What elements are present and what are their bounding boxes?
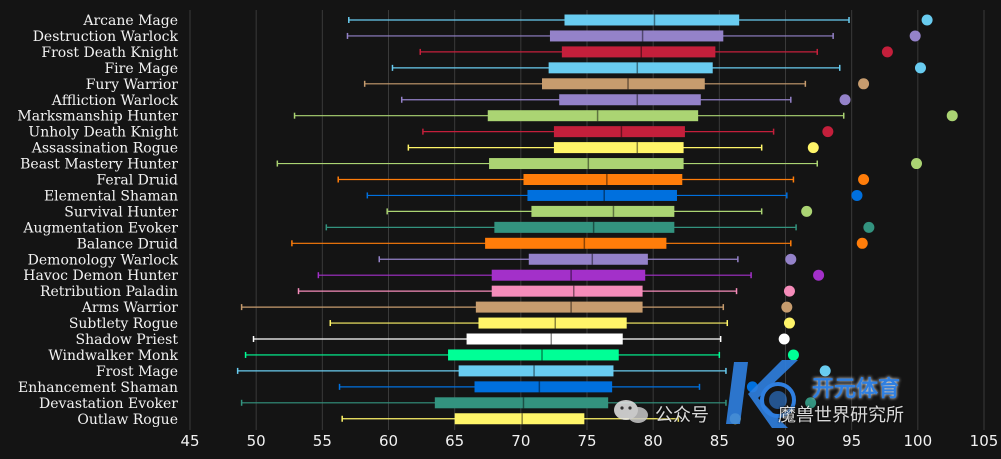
iqr-box (475, 301, 643, 313)
iqr-box (448, 349, 619, 361)
spec-label: Shadow Priest (76, 332, 179, 348)
max-dot (819, 365, 831, 377)
x-tick-label: 85 (710, 432, 729, 450)
spec-label: Arcane Mage (82, 13, 178, 29)
spec-label: Havoc Demon Hunter (23, 268, 178, 284)
spec-label: Retribution Paladin (40, 284, 178, 300)
x-tick-label: 70 (511, 432, 530, 450)
spec-label: Enhancement Shaman (18, 380, 178, 396)
spec-label: Balance Druid (77, 236, 178, 252)
x-tick-label: 50 (247, 432, 266, 450)
spec-label: Assassination Rogue (31, 141, 178, 157)
max-dot (911, 158, 923, 170)
x-tick-label: 65 (445, 432, 464, 450)
max-dot (805, 397, 817, 409)
max-dot (863, 221, 875, 233)
max-dot-layer (729, 14, 958, 425)
max-dot (914, 62, 926, 74)
iqr-box (564, 14, 740, 26)
spec-label: Devastation Evoker (39, 396, 178, 412)
iqr-box (549, 30, 724, 42)
watermark-brand-text: 开元体育 (812, 377, 901, 402)
iqr-box (559, 94, 701, 106)
iqr-box (528, 253, 648, 265)
iqr-box (531, 205, 675, 217)
max-dot (856, 237, 868, 249)
iqr-box (494, 221, 675, 233)
max-dot (921, 14, 933, 26)
x-tick-label: 95 (842, 432, 861, 450)
iqr-box (434, 397, 609, 409)
spec-label: Outlaw Rogue (77, 412, 178, 428)
max-dot (858, 78, 870, 90)
spec-label: Fury Warrior (86, 77, 179, 93)
iqr-box (478, 317, 627, 329)
iqr-box (542, 78, 705, 90)
wechat-icon (614, 400, 648, 423)
max-dot (785, 253, 797, 265)
iqr-box (548, 62, 713, 74)
spec-label: Elemental Shaman (44, 188, 178, 204)
iqr-box (561, 46, 716, 58)
iqr-box (485, 237, 667, 249)
x-tick-label: 100 (904, 432, 933, 450)
spec-label: Marksmanship Hunter (17, 109, 178, 125)
spec-label: Destruction Warlock (33, 29, 179, 45)
spec-label: Fire Mage (104, 61, 178, 77)
x-tick-label: 105 (970, 432, 999, 450)
max-dot (881, 46, 893, 58)
iqr-box (487, 110, 699, 122)
box-layer (434, 14, 740, 425)
spec-label: Survival Hunter (64, 204, 178, 220)
spec-label: Unholy Death Knight (28, 125, 178, 141)
max-dot (851, 189, 863, 201)
iqr-box (491, 285, 643, 297)
spec-label: Demonology Warlock (28, 252, 179, 268)
watermark-right-text: 魔兽世界研究所 (778, 405, 904, 426)
spec-label: Augmentation Evoker (22, 220, 178, 236)
iqr-box (466, 333, 623, 345)
x-tick-label: 75 (577, 432, 596, 450)
iqr-box (553, 142, 684, 154)
iqr-box (454, 413, 585, 425)
x-tick-label: 90 (776, 432, 795, 450)
spec-label: Frost Mage (96, 364, 178, 380)
k-logo-icon (726, 360, 798, 428)
max-dot (822, 126, 834, 138)
spec-label: Windwalker Monk (48, 348, 178, 364)
max-dot (946, 110, 958, 122)
max-dot (909, 30, 921, 42)
max-dot (783, 317, 795, 329)
spec-label: Frost Death Knight (41, 45, 178, 61)
watermark-left-text: 公众号 (655, 405, 709, 426)
x-tick-label: 80 (644, 432, 663, 450)
iqr-box (491, 269, 646, 281)
max-dot (858, 174, 870, 185)
spec-label: Feral Druid (96, 173, 178, 189)
max-dot (813, 269, 825, 281)
spec-label: Beast Mastery Hunter (20, 157, 178, 173)
spec-label: Subtlety Rogue (69, 316, 178, 332)
iqr-box (553, 126, 685, 138)
x-tick-label: 55 (313, 432, 332, 450)
iqr-box (474, 381, 613, 393)
iqr-box (523, 174, 683, 185)
max-dot (783, 285, 795, 297)
x-tick-label: 60 (379, 432, 398, 450)
max-dot (839, 94, 851, 106)
max-dot (781, 301, 793, 313)
iqr-box (489, 158, 684, 170)
spec-label: Affliction Warlock (51, 93, 179, 109)
x-tick-layer: 45 50 55 60 65 70 75 80 85 90 95 100 105 (180, 432, 998, 450)
x-tick-label: 45 (180, 432, 199, 450)
spec-label: Arms Warrior (81, 300, 179, 316)
max-dot (801, 205, 813, 217)
max-dot (807, 142, 819, 154)
max-dot (778, 333, 790, 345)
iqr-box (458, 365, 614, 377)
max-dot (787, 349, 799, 361)
iqr-box (527, 189, 677, 201)
